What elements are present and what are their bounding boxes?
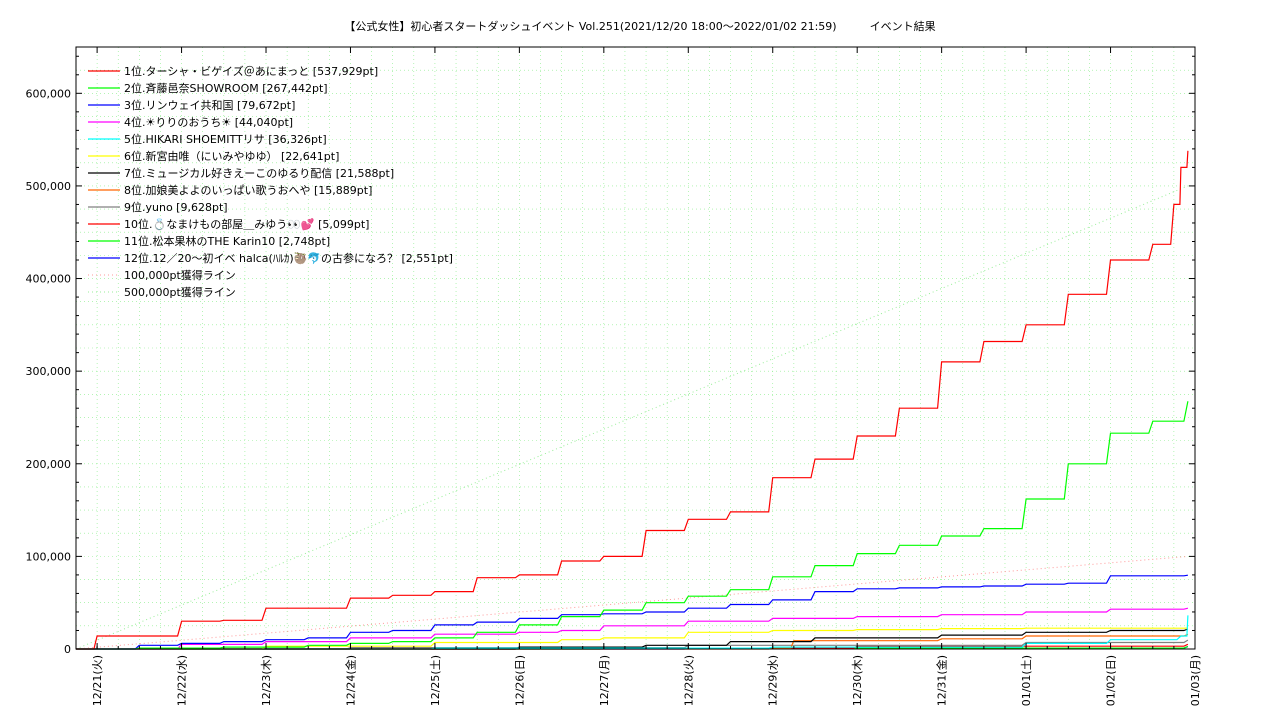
x-tick-label: 12/24(金)	[343, 655, 357, 706]
axes: 0 100,000 200,000 300,000 400,000 500,000 600,…	[26, 47, 1202, 706]
legend-label: 6位.新宮由唯（にいみやゆゆ） [22,641pt]	[124, 149, 339, 163]
legend-label: 8位.加娘美よよのいっぱい歌うおへや [15,889pt]	[124, 183, 372, 197]
legend-label: 12位.12／20～初イベ halca(ﾊﾙｶ)🦥🐬の古参になろ？ [2,551…	[124, 251, 453, 265]
x-tick-label: 12/29(水)	[767, 655, 780, 706]
x-tick-label: 12/30(木)	[851, 655, 864, 706]
legend-label: 100,000pt獲得ライン	[124, 269, 236, 282]
plot-frame	[75, 46, 1196, 650]
series-line	[76, 150, 1189, 650]
legend-label: 2位.斉藤邑奈SHOWROOM [267,442pt]	[124, 81, 328, 95]
x-tick-label: 12/22(水)	[176, 655, 189, 706]
legend-label: 10位.💍なまけもの部屋＿みゆう👀💕 [5,099pt]	[124, 217, 369, 231]
legend-label: 5位.HIKARI SHOEMITTリサ [36,326pt]	[124, 132, 327, 146]
series-line	[76, 607, 1189, 650]
chart-title: 【公式女性】初心者スタートダッシュイベント Vol.251(2021/12/20…	[344, 19, 935, 33]
y-tick-label: 100,000	[26, 550, 72, 563]
series-line	[76, 633, 1189, 650]
x-tick-label: 01/02(日)	[1105, 655, 1118, 706]
series-line	[76, 628, 1189, 650]
x-tick-label: 01/03(月)	[1189, 655, 1202, 706]
reference-lines	[75, 185, 1189, 650]
legend-label: 500,000pt獲得ライン	[124, 286, 236, 299]
y-tick-label: 600,000	[26, 87, 72, 100]
y-tick-label: 300,000	[26, 365, 72, 378]
legend-label: 11位.松本果林のTHE Karin10 [2,748pt]	[124, 234, 330, 248]
series-line	[76, 627, 1188, 650]
y-tick-label: 500,000	[26, 180, 72, 193]
x-tick-label: 12/26(日)	[513, 655, 526, 706]
legend-label: 4位.☀りりのおうち☀ [44,040pt]	[124, 115, 293, 129]
x-tick-label: 12/28(火)	[682, 655, 695, 706]
legend-label: 1位.ターシャ・ビゲイズ＠あにまっと [537,929pt]	[124, 64, 378, 78]
legend-label: 3位.リンウェイ共和国 [79,672pt]	[124, 98, 295, 112]
y-tick-label: 400,000	[26, 273, 72, 286]
series-line	[76, 574, 1188, 650]
x-tick-label: 12/27(月)	[598, 655, 611, 706]
x-tick-label: 12/25(土)	[429, 655, 442, 706]
legend-label: 9位.yuno [9,628pt]	[124, 200, 228, 214]
legend: 1位.ターシャ・ビゲイズ＠あにまっと [537,929pt] 2位.斉藤邑奈SHO…	[88, 64, 453, 299]
grid	[76, 47, 1195, 649]
legend-label: 7位.ミュージカル好きえーこのゆるり配信 [21,588pt]	[124, 166, 394, 180]
y-tick-label: 200,000	[26, 458, 72, 471]
x-tick-label: 12/23(木)	[260, 655, 273, 706]
y-tick-label: 0	[64, 643, 71, 656]
x-tick-label: 12/21(火)	[91, 655, 104, 706]
reference-line	[75, 185, 1189, 650]
x-tick-label: 01/01(土)	[1020, 655, 1033, 706]
x-tick-label: 12/31(金)	[935, 655, 949, 706]
